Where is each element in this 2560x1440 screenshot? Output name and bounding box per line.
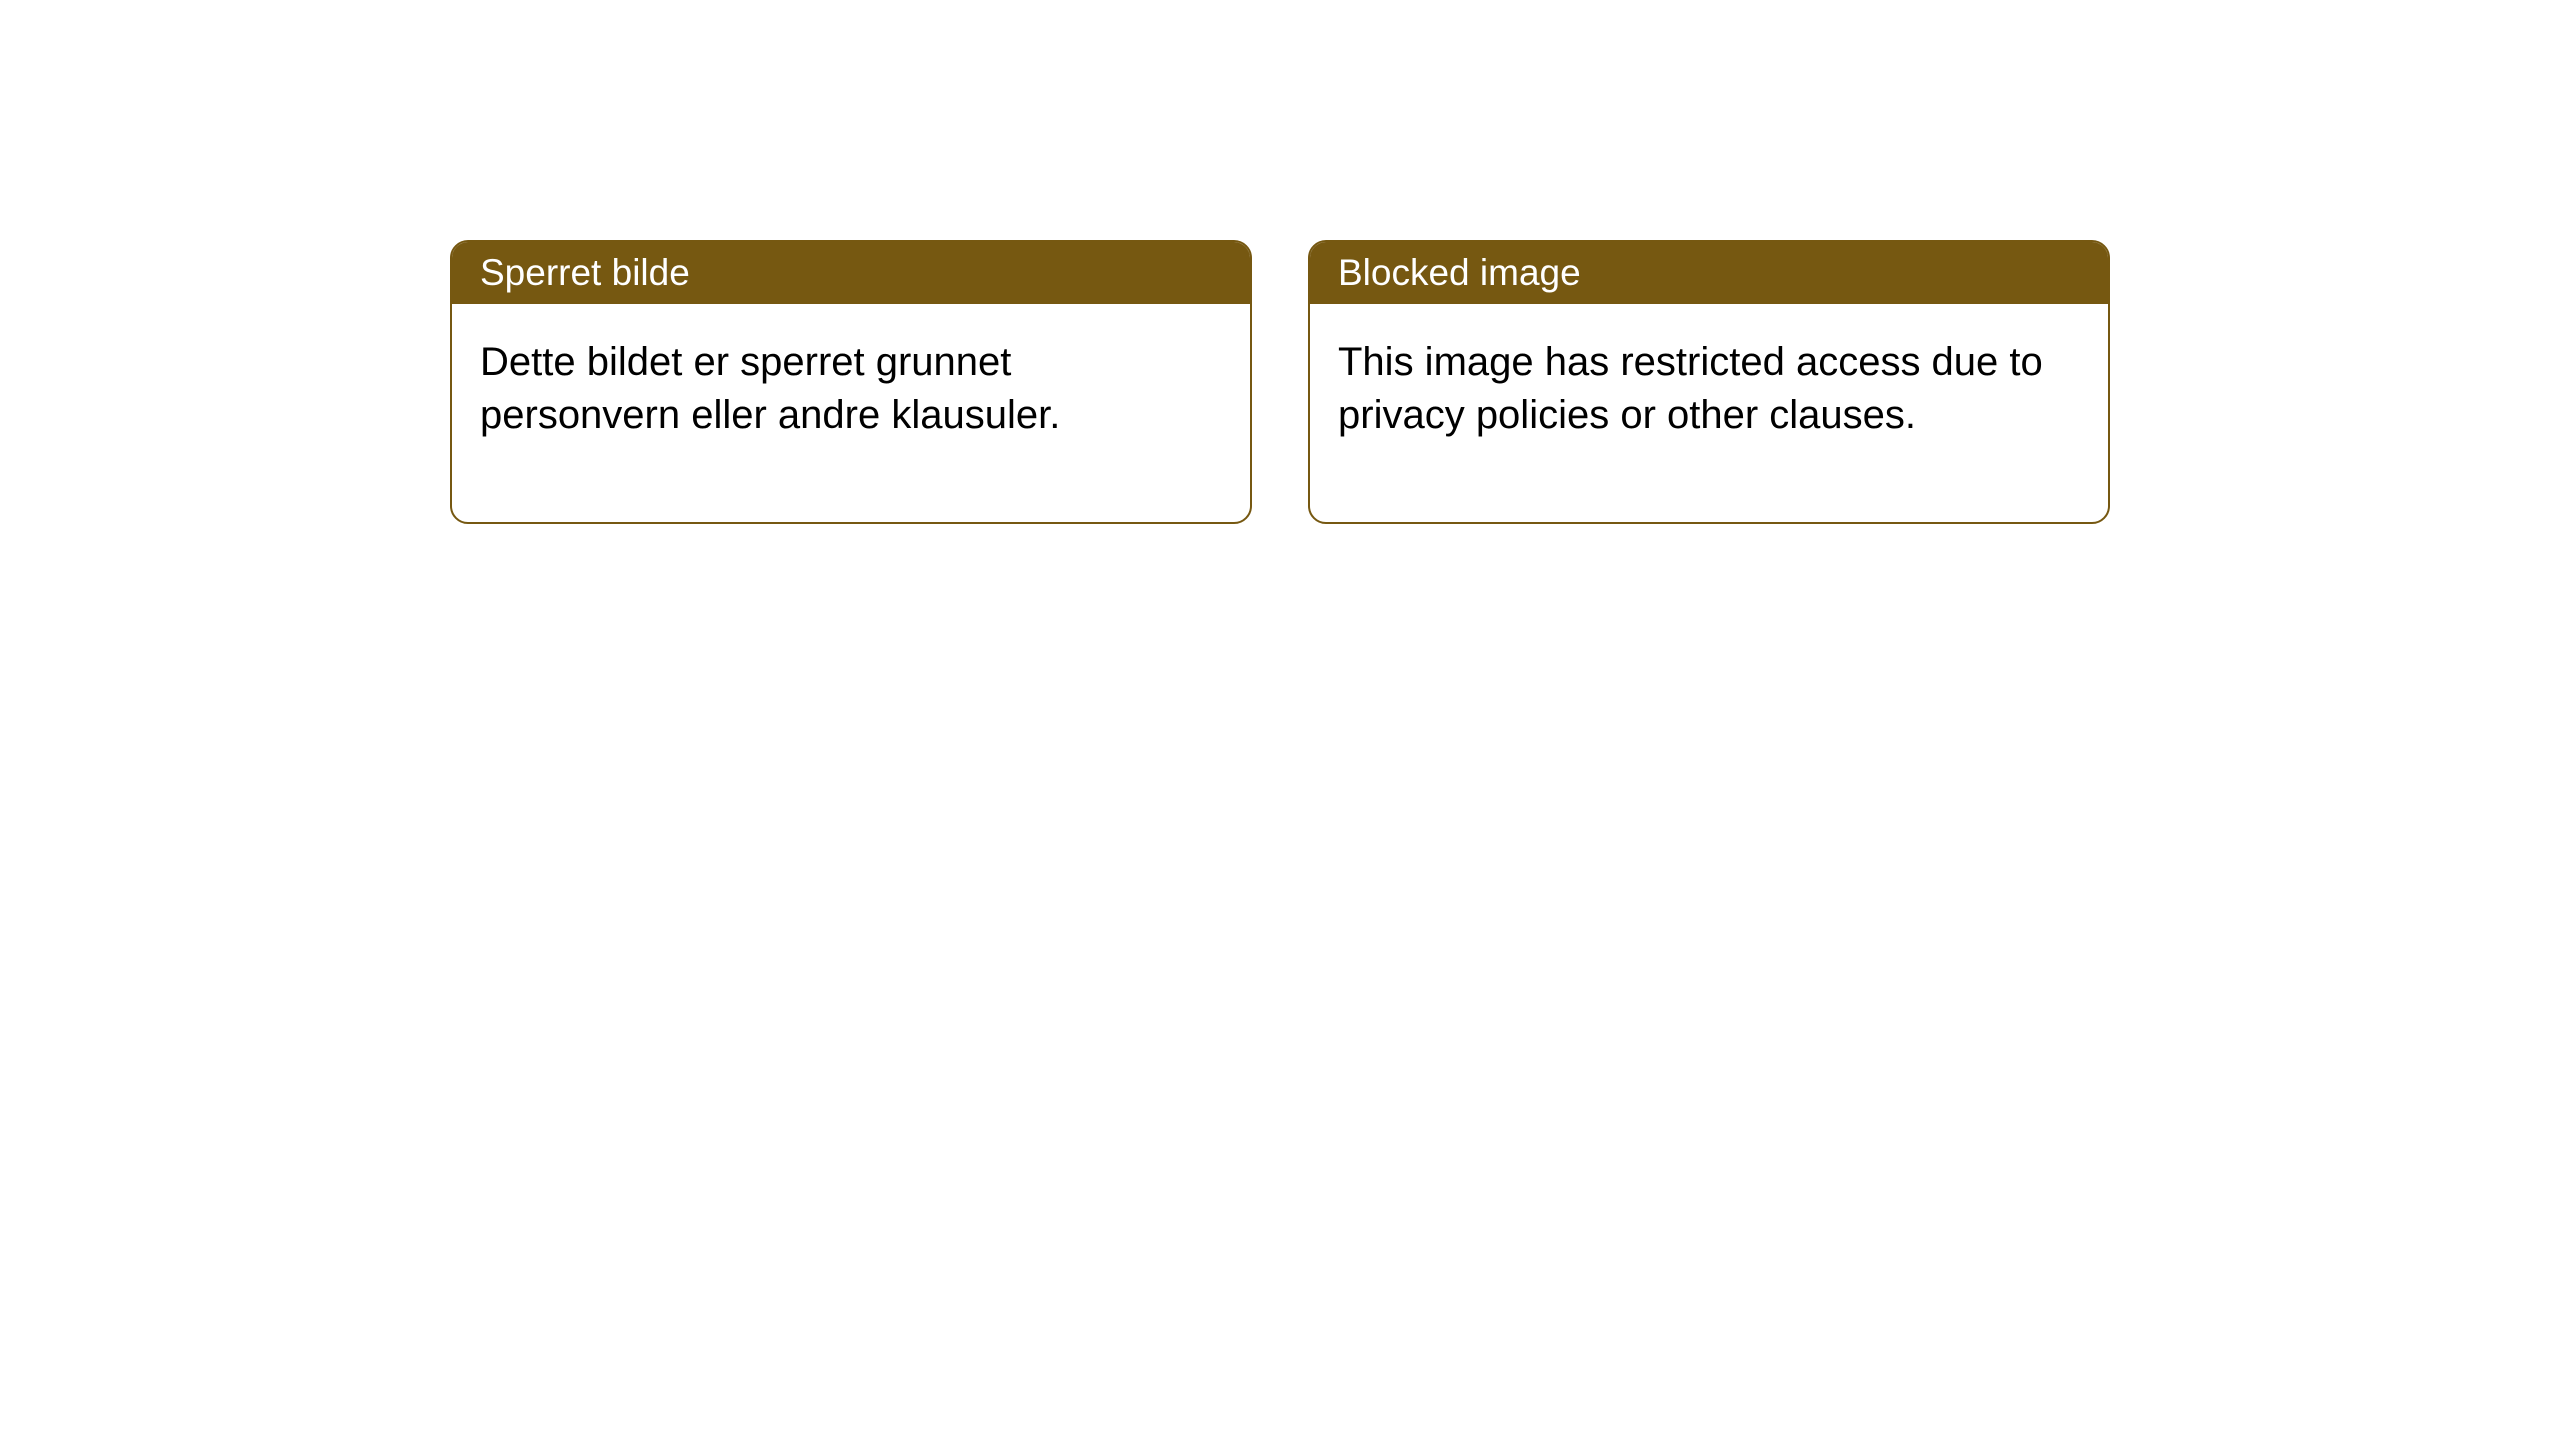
notice-header: Blocked image	[1310, 242, 2108, 304]
notice-title: Blocked image	[1338, 252, 1581, 293]
notice-container: Sperret bilde Dette bildet er sperret gr…	[0, 0, 2560, 524]
notice-body-text: This image has restricted access due to …	[1338, 340, 2043, 437]
notice-box-english: Blocked image This image has restricted …	[1308, 240, 2110, 524]
notice-header: Sperret bilde	[452, 242, 1250, 304]
notice-title: Sperret bilde	[480, 252, 690, 293]
notice-body: This image has restricted access due to …	[1310, 304, 2108, 522]
notice-body-text: Dette bildet er sperret grunnet personve…	[480, 340, 1060, 437]
notice-box-norwegian: Sperret bilde Dette bildet er sperret gr…	[450, 240, 1252, 524]
notice-body: Dette bildet er sperret grunnet personve…	[452, 304, 1250, 522]
